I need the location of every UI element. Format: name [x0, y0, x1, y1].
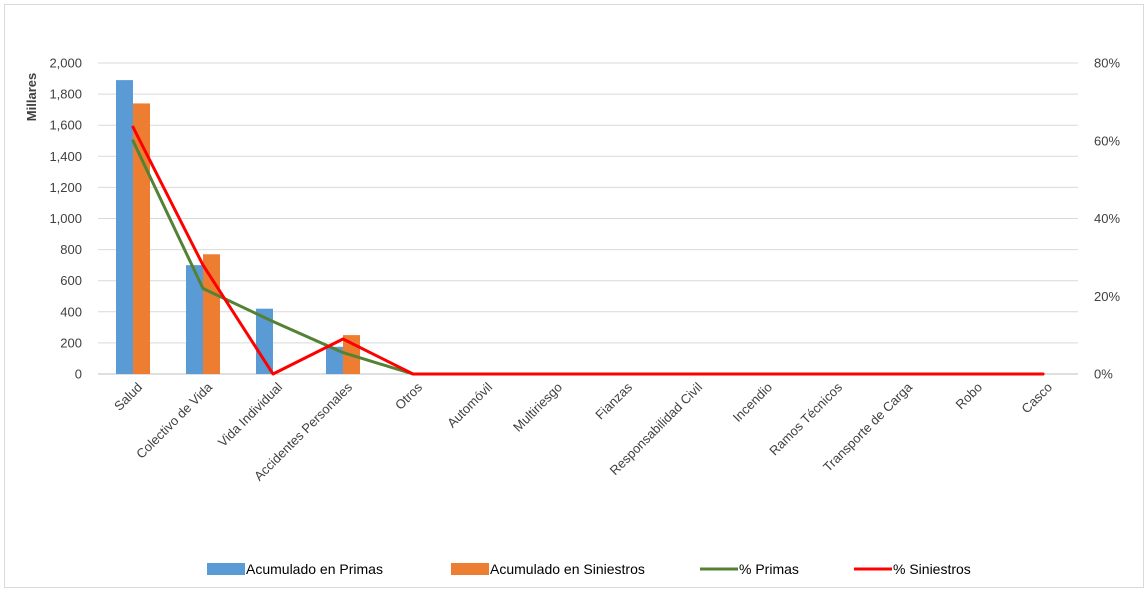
y-tick-label: 800 [60, 242, 82, 257]
y-axis-title: Millares [24, 73, 39, 121]
legend-label: Acumulado en Primas [246, 561, 383, 577]
y2-tick-label: 20% [1094, 289, 1120, 304]
y-tick-label: 1,600 [49, 118, 82, 133]
x-tick-label: Vida Individual [215, 379, 285, 449]
x-tick-label: Automóvil [444, 379, 495, 430]
x-tick-label: Casco [1018, 380, 1055, 417]
legend-swatch-bar [451, 563, 489, 575]
y-tick-label: 1,400 [49, 149, 82, 164]
bar-0 [116, 80, 133, 374]
x-tick-label: Colectivo de Vida [133, 379, 216, 462]
x-tick-label: Multiriesgo [510, 380, 565, 435]
x-tick-label: Salud [111, 380, 145, 414]
gridlines [98, 62, 1078, 375]
y-axis-ticks: 0 200 400 600 800 1,000 1,200 1,400 1,600 1,800 2,… [49, 56, 82, 382]
bar-0 [326, 346, 343, 374]
y-tick-label: 1,200 [49, 180, 82, 195]
y2-axis-ticks: 0% 20% 40% 60% 80% [1094, 56, 1120, 382]
x-tick-label: Robo [953, 380, 986, 413]
y-tick-label: 1,800 [49, 87, 82, 102]
legend: Acumulado en Primas Acumulado en Siniestr… [207, 561, 971, 577]
series-line-1 [131, 125, 1045, 376]
x-tick-label: Fianzas [592, 379, 635, 422]
legend-label: % Siniestros [893, 561, 971, 577]
y-tick-label: 0 [75, 367, 82, 382]
y-tick-label: 1,000 [49, 211, 82, 226]
bar-0 [256, 308, 273, 374]
x-tick-label: Ramos Técnicos [766, 379, 845, 458]
bar-0 [186, 265, 203, 374]
x-tick-label: Incendio [730, 380, 775, 425]
legend-swatch-bar [207, 563, 245, 575]
y2-tick-label: 0% [1094, 367, 1113, 382]
bars [116, 80, 360, 375]
legend-label: % Primas [739, 561, 799, 577]
bar-1 [203, 254, 220, 374]
y2-tick-label: 40% [1094, 211, 1120, 226]
x-tick-label: Otros [392, 379, 425, 412]
y2-tick-label: 60% [1094, 133, 1120, 148]
lines [131, 125, 1045, 376]
y-tick-label: 2,000 [49, 56, 82, 71]
y-tick-label: 600 [60, 273, 82, 288]
y-tick-label: 200 [60, 335, 82, 350]
legend-label: Acumulado en Siniestros [490, 561, 645, 577]
y2-tick-label: 80% [1094, 56, 1120, 71]
y-tick-label: 400 [60, 304, 82, 319]
